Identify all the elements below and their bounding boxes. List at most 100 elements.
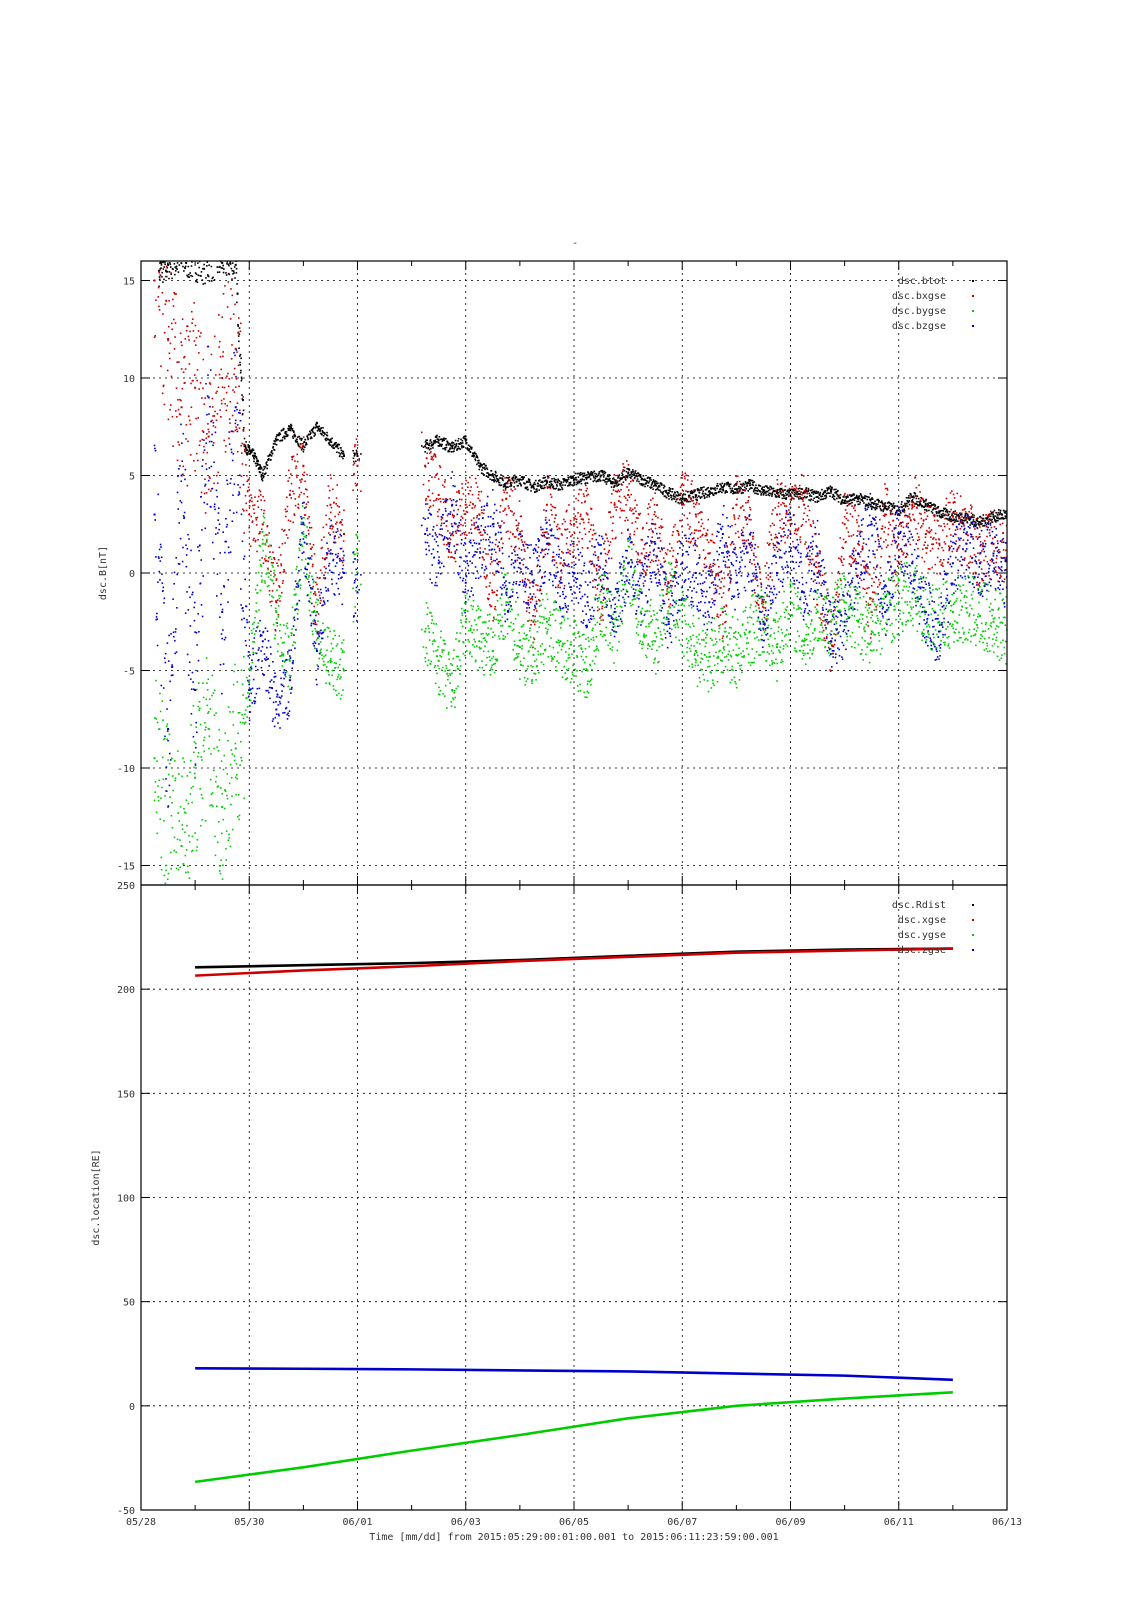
data-point [254,539,257,542]
data-point [572,545,575,548]
data-point [603,470,605,473]
data-point [982,517,985,520]
data-point [700,518,703,521]
data-point [990,511,993,514]
data-point [939,573,942,575]
data-point [995,519,998,522]
data-point [573,523,575,526]
data-point [169,851,172,854]
data-point [835,490,837,493]
data-point [631,473,634,476]
data-point [596,475,599,478]
data-point [973,554,976,556]
data-point [569,481,572,484]
data-point [462,446,465,448]
data-point [444,479,446,481]
data-point [958,517,960,520]
data-point [434,455,437,458]
data-point [212,805,214,808]
data-point [793,493,796,496]
data-point [656,564,659,566]
data-point [456,449,458,451]
data-point [446,543,448,546]
data-point [896,560,899,562]
data-point [779,483,782,486]
data-point [929,550,932,552]
data-point [930,529,933,531]
data-point [234,303,236,306]
data-point [757,604,760,607]
data-point [272,562,275,564]
data-point [192,251,194,253]
data-point [332,488,334,491]
data-point [621,470,624,473]
data-point [179,413,182,416]
data-point [218,739,221,741]
data-point [221,806,224,808]
data-point [248,478,250,481]
data-point [863,565,865,568]
data-point [461,442,464,444]
data-point [260,528,263,531]
data-point [672,549,675,552]
data-point [943,525,946,528]
data-point [296,460,299,463]
data-point [314,621,317,624]
data-point [623,469,626,472]
data-point [769,488,771,491]
data-point [424,451,426,453]
data-point [580,480,582,482]
data-point [808,492,811,495]
data-point [439,500,442,503]
data-point [959,528,962,530]
data-point [670,562,673,565]
data-point [288,476,291,479]
data-point [658,526,661,529]
data-point [483,466,486,469]
data-point [321,557,324,559]
data-point [336,445,339,447]
data-point [167,257,169,259]
data-point [853,559,856,562]
data-point [969,561,971,563]
data-point [439,466,442,469]
data-point [807,489,810,492]
data-point [507,486,509,488]
data-point [766,485,768,487]
data-point [502,486,505,488]
data-point [953,512,955,514]
data-point [174,293,176,295]
data-point [490,479,493,481]
data-point [224,402,227,405]
data-point [202,358,205,361]
data-point [795,528,797,530]
data-point [534,607,537,610]
data-point [169,404,172,406]
data-point [459,504,462,507]
data-point [936,511,938,513]
data-point [806,514,809,517]
data-point [616,490,619,493]
data-point [654,482,656,484]
data-point [264,466,267,468]
data-point [329,438,332,441]
data-point [199,787,201,790]
data-point [711,533,714,536]
data-point [514,477,517,479]
data-point [1003,509,1005,512]
data-point [297,507,300,509]
data-point [816,500,819,502]
data-point [784,492,787,495]
data-point [717,485,719,487]
data-point [475,482,478,484]
data-point [235,378,238,380]
data-point [876,564,879,567]
data-point [733,492,736,494]
data-point [319,602,322,604]
data-point [238,385,240,388]
data-point [870,584,873,587]
data-point [342,533,345,535]
data-point [726,566,729,569]
data-point [597,478,600,481]
data-point [555,514,557,517]
